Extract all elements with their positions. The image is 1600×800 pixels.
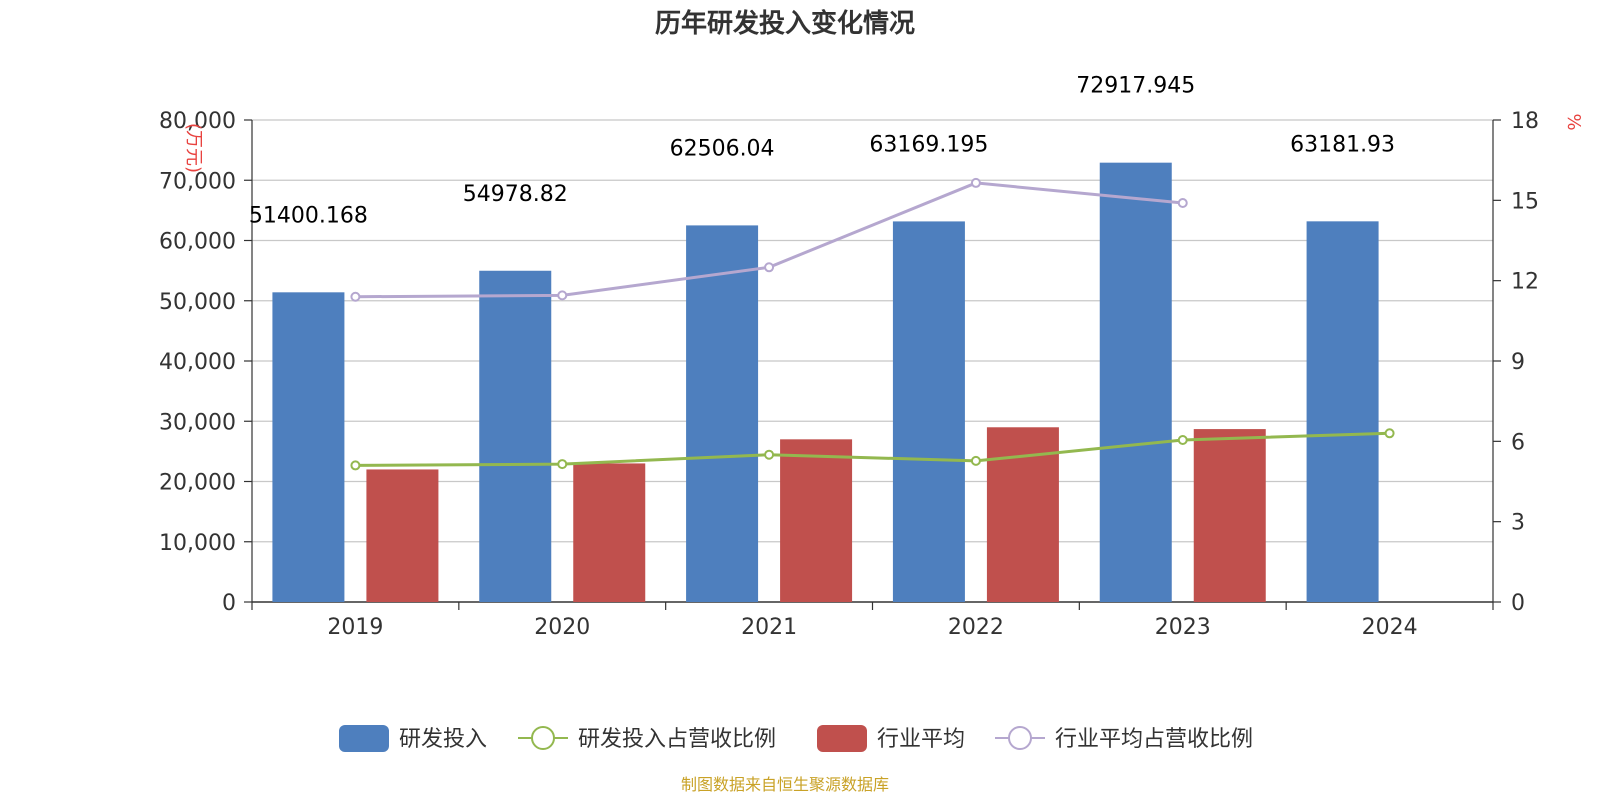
y-left-unit-label: (万元) [183, 123, 204, 173]
y-right-tick-label: 9 [1511, 350, 1525, 375]
bar-layer [272, 162, 1379, 603]
chart-title: 历年研发投入变化情况 [655, 8, 915, 39]
y-right-tick-label: 15 [1511, 189, 1539, 214]
y-right-tick-label: 3 [1511, 511, 1525, 536]
bar-data-label: 54978.82 [463, 182, 568, 207]
legend: 研发投入 研发投入占营收比例 行业平均 行业平均占营收比例 [339, 725, 1253, 752]
y-left-tick-label: 10,000 [159, 531, 236, 556]
x-tick-label: 2024 [1362, 615, 1418, 640]
legend-label: 行业平均 [877, 727, 965, 752]
bar-rd-investment [479, 270, 552, 602]
bar-industry-average [1193, 429, 1266, 602]
data-label-layer: 51400.168 54978.82 62506.04 63169.195 72917.… [249, 74, 1395, 229]
source-note: 制图数据来自恒生聚源数据库 [681, 775, 889, 794]
x-tick-label: 2020 [534, 615, 590, 640]
grid-layer [252, 119, 1493, 543]
y-right-unit-label: % [1563, 113, 1584, 130]
line-point [557, 290, 568, 301]
bar-industry-average [573, 463, 646, 602]
legend-label: 研发投入 [399, 727, 487, 752]
y-right-tick-label: 18 [1511, 109, 1539, 134]
legend-swatch-marker [531, 726, 555, 750]
legend-label: 研发投入占营收比例 [578, 727, 776, 752]
x-tick-label: 2022 [948, 615, 1004, 640]
line-point [764, 262, 775, 273]
line-point [970, 177, 981, 188]
legend-label: 行业平均占营收比例 [1055, 727, 1253, 752]
y-right-tick-label: 12 [1511, 270, 1539, 295]
line-point [764, 449, 775, 460]
bar-rd-investment [686, 225, 759, 602]
y-left-tick-label: 40,000 [159, 350, 236, 375]
line-point [350, 291, 361, 302]
bar-data-label: 72917.945 [1076, 74, 1195, 99]
bar-rd-investment [272, 292, 345, 602]
y-left-tick-label: 50,000 [159, 290, 236, 315]
y-left-tick-label: 0 [222, 591, 236, 616]
y-right-tick-label: 6 [1511, 430, 1525, 455]
axis-layer: 0 10,000 20,000 30,000 40,000 50,000 60,000 70,… [159, 109, 1584, 640]
x-tick-label: 2021 [741, 615, 797, 640]
y-left-tick-label: 20,000 [159, 471, 236, 496]
legend-swatch-bar [339, 725, 389, 752]
line-point [1177, 434, 1188, 445]
bar-data-label: 63181.93 [1290, 132, 1395, 157]
bar-rd-investment [1099, 162, 1172, 603]
bar-data-label: 63169.195 [869, 132, 988, 157]
line-point [970, 455, 981, 466]
line-point [1177, 198, 1188, 209]
line-point [557, 459, 568, 470]
line-point [350, 460, 361, 471]
x-tick-label: 2019 [327, 615, 383, 640]
series-line-rd-ratio [355, 431, 1390, 467]
y-left-tick-label: 30,000 [159, 410, 236, 435]
bar-data-label: 51400.168 [249, 203, 368, 228]
legend-swatch-marker [1008, 726, 1032, 750]
bar-data-label: 62506.04 [670, 136, 775, 161]
y-left-tick-label: 60,000 [159, 230, 236, 255]
line-point [1384, 428, 1395, 439]
y-left-tick-label: 70,000 [159, 169, 236, 194]
bar-industry-average [366, 469, 439, 602]
x-tick-label: 2023 [1155, 615, 1211, 640]
y-right-tick-label: 0 [1511, 591, 1525, 616]
bar-industry-average [780, 439, 853, 602]
bar-rd-investment [892, 221, 965, 603]
legend-swatch-bar [817, 725, 867, 752]
y-left-tick-label: 80,000 [159, 109, 236, 134]
bar-rd-investment [1306, 221, 1379, 603]
line-layer [350, 177, 1395, 471]
